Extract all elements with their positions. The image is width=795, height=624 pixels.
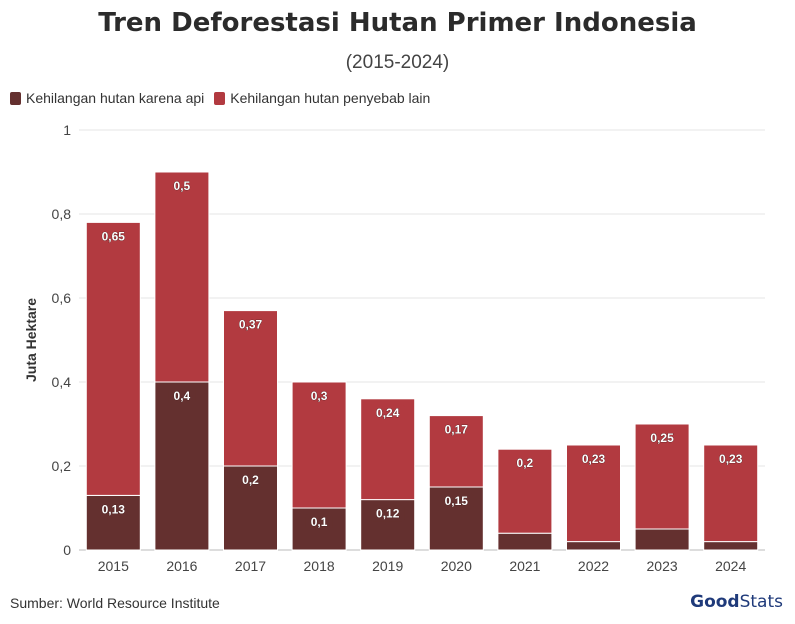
data-label-bg bbox=[439, 421, 474, 438]
data-label: 0,23 bbox=[582, 452, 606, 466]
data-label: 0,37 bbox=[239, 318, 263, 332]
data-label: 0,12 bbox=[376, 507, 400, 521]
data-label-bg bbox=[645, 430, 680, 446]
brand-logo-light: Stats bbox=[739, 592, 783, 612]
data-label: 0,13 bbox=[102, 502, 126, 516]
bar-other-2016 bbox=[154, 171, 210, 383]
data-label-bg bbox=[305, 388, 333, 404]
data-label: 0,1 bbox=[311, 515, 328, 529]
legend-swatch-other bbox=[214, 91, 226, 105]
data-label: 0,25 bbox=[650, 431, 674, 445]
data-label: 0,3 bbox=[311, 389, 328, 403]
data-label: 0,15 bbox=[445, 494, 469, 508]
x-tick-label: 2018 bbox=[304, 558, 335, 574]
data-label-bg bbox=[511, 455, 539, 472]
y-tick-label: 0 bbox=[63, 542, 71, 558]
legend-label-fire: Kehilangan hutan karena api bbox=[26, 90, 205, 106]
bar-other-2017 bbox=[223, 310, 278, 467]
legend-item-fire[interactable]: Kehilangan hutan karena api bbox=[10, 90, 204, 106]
x-tick-label: 2016 bbox=[166, 558, 197, 574]
y-tick-label: 0,6 bbox=[52, 290, 72, 306]
data-label: 0,2 bbox=[242, 473, 259, 487]
legend: Kehilangan hutan karena api Kehilangan h… bbox=[10, 90, 440, 106]
bar-fire-2023 bbox=[634, 528, 690, 551]
data-label-bg bbox=[96, 228, 131, 245]
legend-item-other[interactable]: Kehilangan hutan penyebab lain bbox=[214, 90, 430, 106]
data-label: 0,23 bbox=[719, 452, 743, 466]
data-label-bg bbox=[96, 501, 131, 518]
source-note: Sumber: World Resource Institute bbox=[10, 595, 220, 611]
x-tick-label: 2017 bbox=[235, 558, 266, 574]
data-label-bg bbox=[576, 451, 611, 467]
bar-other-2021 bbox=[497, 448, 553, 534]
data-label-bg bbox=[439, 493, 474, 509]
data-label-bg bbox=[168, 388, 196, 404]
brand-logo: GoodStats bbox=[690, 592, 783, 612]
data-label: 0,4 bbox=[174, 389, 191, 403]
bar-fire-2022 bbox=[566, 541, 621, 551]
data-label-bg bbox=[713, 451, 748, 467]
data-label-bg bbox=[237, 472, 264, 488]
bar-fire-2021 bbox=[497, 532, 553, 551]
chart-title: Tren Deforestasi Hutan Primer Indonesia bbox=[98, 8, 697, 38]
x-tick-label: 2022 bbox=[578, 558, 609, 574]
data-label-bg bbox=[370, 404, 405, 421]
data-label: 0,24 bbox=[376, 406, 400, 420]
data-label: 0,65 bbox=[102, 229, 126, 243]
bar-fire-2024 bbox=[703, 541, 759, 551]
x-tick-label: 2024 bbox=[715, 558, 746, 574]
y-tick-label: 1 bbox=[63, 122, 71, 138]
data-label: 0,2 bbox=[517, 456, 534, 470]
bar-other-2015 bbox=[85, 221, 141, 496]
legend-label-other: Kehilangan hutan penyebab lain bbox=[230, 90, 431, 106]
x-tick-label: 2021 bbox=[509, 558, 540, 574]
bar-fire-2016 bbox=[154, 381, 210, 551]
y-axis-label: Juta Hektare bbox=[23, 298, 39, 382]
legend-swatch-fire bbox=[10, 91, 21, 105]
x-tick-label: 2020 bbox=[441, 558, 472, 574]
chart-subtitle: (2015-2024) bbox=[345, 52, 450, 73]
x-tick-label: 2015 bbox=[98, 558, 129, 574]
data-label: 0,17 bbox=[445, 423, 469, 437]
y-tick-label: 0,8 bbox=[52, 206, 72, 222]
data-label-bg bbox=[370, 505, 405, 522]
data-label-bg bbox=[305, 514, 333, 530]
x-tick-label: 2023 bbox=[647, 558, 678, 574]
x-tick-label: 2019 bbox=[372, 558, 403, 574]
data-label-bg bbox=[233, 316, 268, 333]
data-label: 0,5 bbox=[174, 179, 191, 193]
y-tick-label: 0,2 bbox=[52, 458, 72, 474]
y-tick-label: 0,4 bbox=[52, 374, 72, 390]
brand-logo-bold: Good bbox=[690, 592, 740, 612]
data-label-bg bbox=[168, 178, 196, 194]
